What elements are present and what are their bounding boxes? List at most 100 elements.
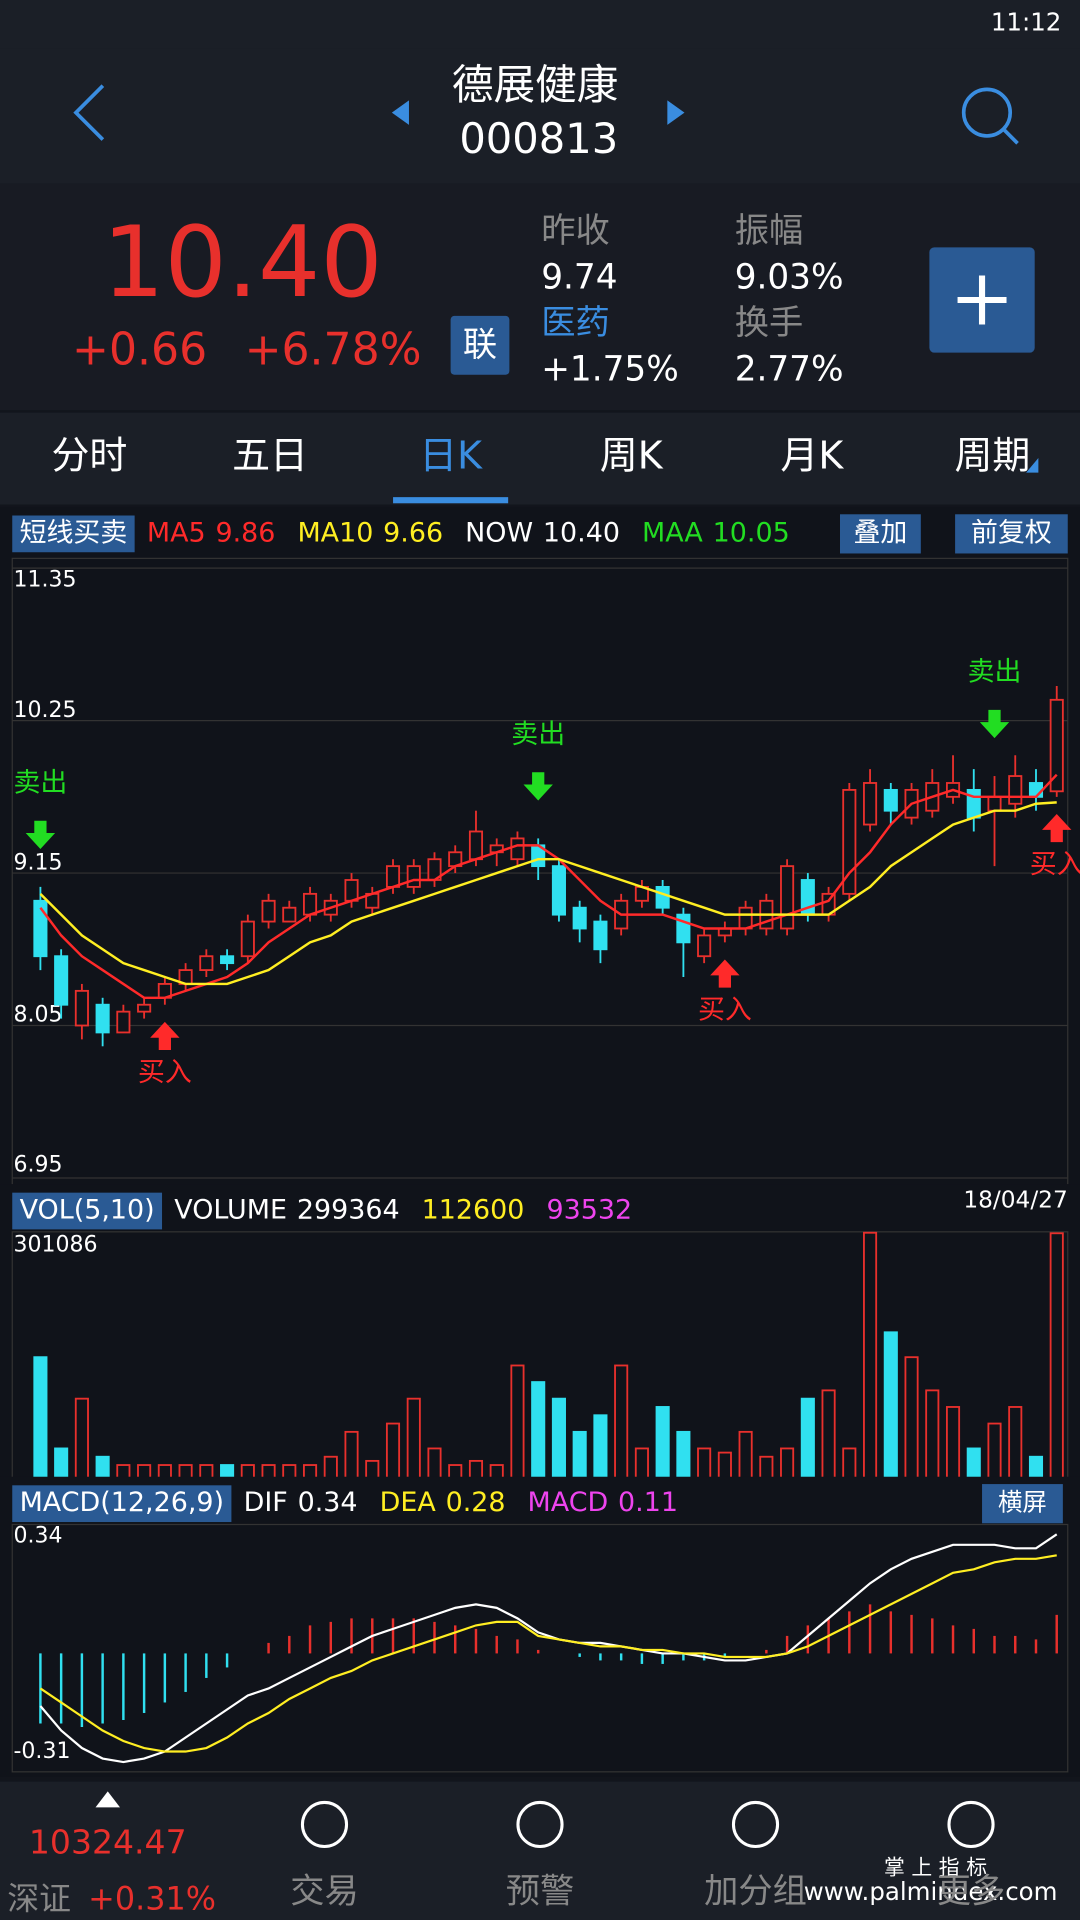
button-label[interactable]: 横屏 — [998, 1488, 1047, 1517]
legend-value: 9.86 — [215, 517, 275, 548]
tab[interactable]: 日K — [419, 433, 483, 477]
nav-label[interactable]: 更多 — [937, 1872, 1006, 1912]
legend-value: 299364 — [297, 1195, 400, 1226]
stat-value: 2.77% — [735, 350, 844, 390]
legend-value: 0.28 — [446, 1487, 506, 1518]
volume-bar — [427, 1447, 442, 1483]
candle-body — [1008, 775, 1023, 805]
tab[interactable]: 周期 — [955, 433, 1031, 477]
badge-box[interactable] — [450, 315, 510, 375]
nav-label[interactable]: 加分组 — [704, 1872, 807, 1912]
sell-arrow — [25, 820, 56, 849]
signal-label: 卖出 — [13, 768, 67, 799]
sell-arrow — [523, 772, 553, 801]
nav-icon[interactable] — [516, 1800, 564, 1849]
legend-name: MACD — [528, 1487, 609, 1518]
change: +0.66 — [72, 325, 207, 376]
volume-bar — [987, 1422, 1002, 1483]
button-label[interactable]: 前复权 — [971, 517, 1052, 548]
volume-bar — [697, 1447, 712, 1483]
nav-icon[interactable] — [731, 1800, 780, 1849]
bottom-nav — [0, 1781, 1080, 1920]
buy-arrow — [710, 959, 740, 988]
prev-stock[interactable] — [391, 100, 409, 125]
indicator-box[interactable] — [12, 515, 135, 553]
volume-bar — [385, 1422, 401, 1483]
candle-body — [593, 920, 608, 951]
tab[interactable]: 周K — [600, 433, 664, 477]
legend-name: MA5 — [147, 517, 206, 548]
candle-body — [74, 989, 89, 1027]
button[interactable] — [840, 514, 921, 554]
candle-body — [261, 899, 276, 923]
signal-label: 买入 — [1030, 849, 1080, 880]
candle-body — [406, 865, 421, 888]
tab[interactable]: 月K — [780, 433, 844, 477]
index-name: 深证 — [7, 1879, 71, 1917]
back-button[interactable] — [73, 84, 105, 141]
stock-name: 德展健康 — [452, 60, 619, 109]
indicator-name[interactable]: MACD(12,26,9) — [20, 1487, 224, 1518]
candle-body — [1028, 782, 1044, 798]
badge[interactable]: 联 — [463, 325, 497, 365]
candle-body — [240, 920, 255, 958]
macd-line — [39, 1533, 1058, 1764]
stat-value: 9.74 — [541, 258, 617, 298]
volume-bar — [780, 1447, 795, 1483]
y-tick-label: -0.31 — [13, 1739, 70, 1764]
candle-body — [738, 906, 753, 930]
button-label[interactable]: 叠加 — [853, 517, 907, 548]
y-tick-label: 301086 — [13, 1232, 97, 1257]
next-stock[interactable] — [667, 100, 685, 125]
indicator-name[interactable]: VOL(5,10) — [20, 1195, 155, 1226]
tab[interactable]: 五日 — [232, 433, 308, 477]
macd-line — [39, 1554, 1057, 1753]
volume-bar — [1008, 1406, 1023, 1483]
candle-body — [137, 1003, 152, 1013]
buy-arrow — [150, 1021, 180, 1051]
volume-bar — [1049, 1232, 1064, 1483]
button[interactable] — [982, 1484, 1063, 1524]
legend-name: MA10 — [297, 517, 373, 548]
legend-value: 0.34 — [298, 1487, 358, 1518]
nav-label[interactable]: 交易 — [290, 1872, 359, 1912]
volume-bar — [821, 1389, 836, 1483]
button[interactable] — [955, 514, 1068, 554]
candle-body — [780, 865, 795, 930]
candle-body — [220, 955, 235, 965]
volume-bar — [510, 1364, 525, 1483]
candle-body — [572, 906, 587, 930]
candle-body — [863, 782, 878, 826]
legend-value: 0.11 — [618, 1487, 678, 1518]
volume-bar — [344, 1430, 359, 1483]
tab-underline — [393, 497, 509, 504]
volume-bar — [883, 1331, 898, 1483]
candle-body — [344, 879, 359, 902]
signal-label: 买入 — [698, 994, 752, 1025]
search-button[interactable] — [961, 87, 1019, 145]
legend-value: 10.05 — [713, 517, 790, 548]
candle-body — [883, 788, 898, 812]
stat-label[interactable]: 医药 — [541, 303, 610, 343]
indicator-box[interactable] — [12, 1192, 163, 1230]
expand-arrow[interactable] — [95, 1791, 120, 1808]
clock: 11:12 — [991, 7, 1062, 36]
indicator-box[interactable] — [12, 1485, 232, 1523]
tab[interactable]: 分时 — [51, 433, 127, 477]
volume-bar — [863, 1231, 878, 1483]
price: 10.40 — [102, 206, 382, 320]
nav-icon[interactable] — [300, 1800, 349, 1849]
watermark-title: 掌 上 指 标 — [884, 1856, 987, 1880]
nav-icon[interactable] — [947, 1800, 995, 1849]
plot-frame — [11, 1523, 1069, 1773]
sell-arrow — [979, 709, 1010, 739]
indicator-name[interactable]: 短线买卖 — [20, 517, 128, 548]
candle-body — [697, 934, 712, 958]
nav-label[interactable]: 预警 — [506, 1872, 575, 1912]
plot-bg — [0, 1476, 1080, 1777]
stat-label: 换手 — [735, 303, 804, 343]
y-tick-label: 0.34 — [13, 1524, 62, 1549]
volume-bar — [54, 1447, 69, 1483]
legend-value: 9.66 — [383, 517, 443, 548]
